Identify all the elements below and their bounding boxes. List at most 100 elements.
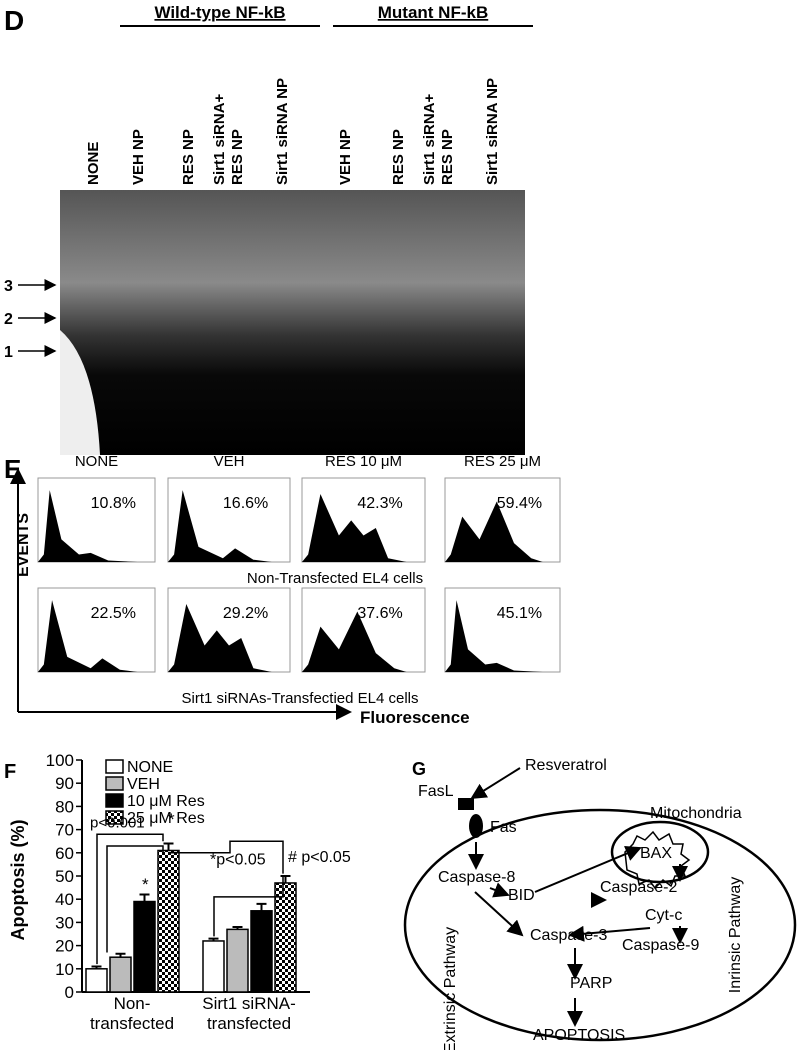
histogram [302,611,407,672]
y-tick-label: 60 [55,844,74,863]
panel-label: F [4,761,16,783]
percent-label: 59.4% [497,495,542,512]
bracket [96,833,164,965]
y-tick-label: 90 [55,774,74,793]
error-bar [115,952,126,958]
gel-edge [60,330,100,455]
pathway-arrow [470,767,521,800]
histogram [168,490,272,562]
pathway-arrow [534,846,642,893]
bar [226,928,249,993]
y-tick-label: 40 [55,890,74,909]
percent-label: 16.6% [223,495,268,512]
group-header: Mutant NF-kB [378,3,488,22]
annotation: *p<0.05 [210,851,266,868]
y-tick-label: 80 [55,797,74,816]
bar [202,940,225,993]
node-label: Inrinsic Pathway [727,877,744,994]
bar [133,900,156,993]
histogram [38,600,138,672]
bar [85,968,108,993]
x-tick-label: Non- [114,994,151,1013]
percent-label: 42.3% [357,495,402,512]
axis-label: EVENTS [15,513,32,577]
column-title: RES 25 μM [464,453,541,470]
lane-label: Sirt1 siRNA+ [211,93,228,185]
band-label: 1 [4,344,13,361]
bracket [169,840,284,874]
y-tick-label: 30 [55,913,74,932]
node-label: Fas [490,819,517,836]
column-title: NONE [75,453,118,470]
bar [157,849,180,993]
lane-label: VEH NP [337,129,354,185]
percent-label: 29.2% [223,605,268,622]
legend-label: NONE [127,759,173,776]
pathway-arrow [568,925,651,942]
node-label: FasL [418,783,454,800]
lane-label: RES NP [229,129,246,185]
y-tick-label: 70 [55,821,74,840]
y-tick-label: 20 [55,937,74,956]
node-label: Cyt-c [645,907,682,924]
legend-swatch [105,759,124,774]
node-label: PARP [570,975,612,992]
column-title: VEH [214,453,245,470]
group-header: Wild-type NF-kB [154,3,285,22]
legend-swatch [105,793,124,808]
lane-label: RES NP [439,129,456,185]
lane-label: NONE [85,142,102,185]
histogram [168,603,272,672]
error-bar [91,965,102,969]
annotation: * [168,810,175,829]
error-bar [232,926,243,930]
lane-label: Sirt1 siRNA NP [484,78,501,185]
node-label: Resveratrol [525,757,607,774]
percent-label: 45.1% [497,605,542,622]
bar [274,882,297,993]
node-label: Extrinsic Pathway [442,927,459,1050]
histogram [445,600,543,672]
percent-label: 10.8% [91,495,136,512]
lane-label: Sirt1 siRNA+ [421,93,438,185]
row-caption: Non-Transfected EL4 cells [247,570,423,587]
annotation: p<0.001 [90,814,145,831]
percent-label: 22.5% [91,605,136,622]
panel-label: D [4,5,24,36]
legend-swatch [105,776,124,791]
bax-label: BAX [640,845,672,862]
error-bar [163,842,174,851]
bracket [106,845,164,953]
lane-label: RES NP [390,129,407,185]
fas-shape [469,814,483,838]
lane-label: VEH NP [130,129,147,185]
legend-label: 10 μM Res [127,793,205,810]
histogram [38,490,138,562]
node-label: Caspase-2 [600,879,677,896]
y-tick-label: 0 [65,983,74,1002]
percent-label: 37.6% [357,605,402,622]
axis-label: Apoptosis (%) [8,820,28,941]
lane-label: Sirt1 siRNA NP [274,78,291,185]
column-title: RES 10 μM [325,453,402,470]
node-label: Caspase-9 [622,937,699,954]
node-label: APOPTOSIS [533,1027,625,1044]
y-tick-label: 50 [55,867,74,886]
legend-label: VEH [127,776,160,793]
x-tick-label: transfected [90,1014,174,1033]
error-bar [208,937,219,941]
error-bar [280,875,291,883]
pathway-arrow [474,891,524,937]
node-label: Caspase-8 [438,869,515,886]
error-bar [256,902,267,911]
gel-image [60,190,525,455]
bracket [213,876,284,937]
band-label: 2 [4,311,13,328]
band-label: 3 [4,278,13,295]
bar [109,956,132,993]
node-label: Mitochondria [650,805,742,822]
node-label: Caspase-3 [530,927,607,944]
y-tick-label: 10 [55,960,74,979]
histogram [302,493,407,562]
